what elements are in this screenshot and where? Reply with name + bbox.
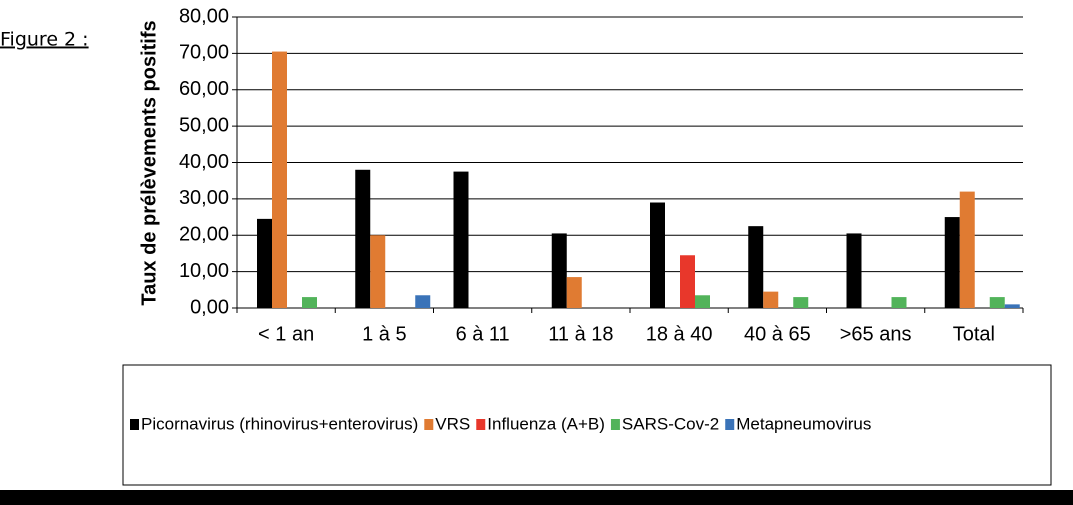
- legend-swatch: [725, 419, 735, 430]
- x-tick-label: >65 ans: [840, 323, 912, 345]
- legend-swatch: [610, 419, 620, 430]
- bar: [1004, 304, 1020, 308]
- legend-swatch: [476, 419, 486, 430]
- figure-caption: Figure 2 :: [0, 29, 89, 51]
- bar: [891, 297, 907, 308]
- y-tick-label: 30,00: [179, 187, 229, 209]
- bar: [959, 191, 975, 308]
- bar: [566, 277, 582, 308]
- x-tick-label: < 1 an: [258, 323, 314, 345]
- bar: [551, 233, 567, 308]
- y-tick-label: 80,00: [179, 5, 229, 27]
- bar: [695, 295, 710, 308]
- bar: [272, 51, 287, 309]
- x-tick-label: 6 à 11: [456, 323, 510, 345]
- y-tick-label: 50,00: [179, 114, 229, 136]
- bar: [793, 297, 809, 308]
- bar: [680, 255, 695, 308]
- y-tick-label: 10,00: [179, 260, 229, 282]
- bar: [650, 202, 665, 308]
- y-tick-label: 0,00: [190, 296, 229, 318]
- bottom-band: [0, 490, 1073, 505]
- x-tick-label: 1 à 5: [362, 323, 406, 345]
- bar: [748, 226, 764, 308]
- x-tick-label: Total: [953, 323, 995, 345]
- legend-label: VRS: [435, 414, 470, 433]
- legend-label: SARS-Cov-2: [622, 414, 719, 433]
- bar: [989, 297, 1005, 308]
- legend-label: Metapneumovirus: [736, 414, 871, 433]
- bar: [302, 297, 317, 308]
- x-tick-label: 18 à 40: [646, 323, 713, 345]
- bar: [355, 169, 371, 308]
- bar: [453, 171, 469, 308]
- y-tick-label: 40,00: [179, 151, 229, 173]
- legend-swatch: [130, 419, 139, 430]
- bar: [763, 291, 779, 308]
- x-tick-label: 11 à 18: [548, 323, 613, 345]
- y-tick-label: 60,00: [179, 78, 229, 100]
- legend-label: Picornavirus (rhinovirus+enterovirus): [141, 414, 418, 433]
- y-tick-label: 70,00: [179, 42, 229, 64]
- y-axis-label: Taux de prélèvements positifs: [138, 20, 160, 305]
- bar: [370, 235, 386, 308]
- y-tick-label: 20,00: [179, 224, 229, 246]
- legend-box: [122, 364, 1052, 486]
- bar: [415, 295, 431, 308]
- legend-swatch: [424, 419, 434, 430]
- legend-label: Influenza (A+B): [487, 414, 605, 433]
- bar: [257, 218, 272, 308]
- x-tick-label: 40 à 65: [744, 323, 811, 345]
- bar: [846, 233, 862, 308]
- bar: [944, 217, 960, 308]
